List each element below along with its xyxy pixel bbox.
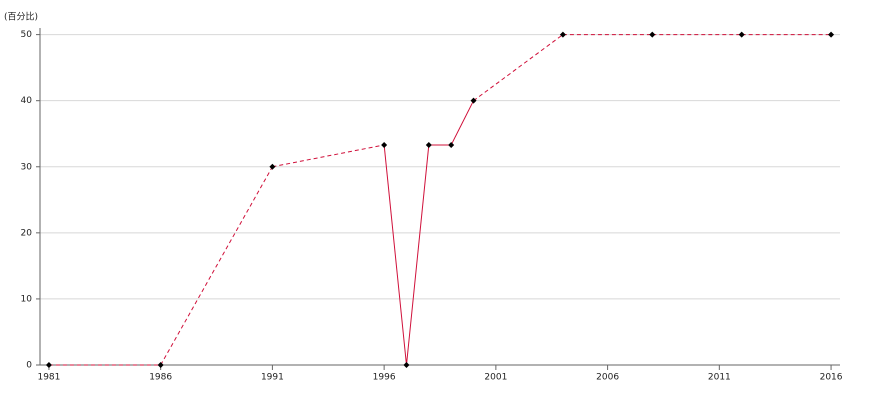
- x-tick-label: 1986: [149, 373, 172, 383]
- marker: [45, 362, 52, 368]
- marker: [269, 163, 276, 170]
- marker: [425, 141, 432, 148]
- x-tick-label: 2011: [708, 373, 731, 383]
- y-tick-label: 10: [21, 294, 33, 304]
- marker: [649, 31, 656, 38]
- marker: [403, 362, 410, 368]
- y-tick-label: 40: [21, 96, 33, 106]
- y-tick-label: 0: [26, 361, 32, 371]
- line-segment: [383, 144, 407, 366]
- marker: [470, 97, 477, 104]
- line-segment: [473, 34, 564, 102]
- line-segment: [272, 144, 385, 168]
- y-tick-label: 30: [21, 162, 33, 172]
- x-tick-label: 1996: [373, 373, 396, 383]
- x-tick-label: 2006: [596, 373, 619, 383]
- marker: [448, 141, 455, 148]
- line-segment: [405, 144, 430, 366]
- marker: [738, 31, 745, 38]
- x-tick-label: 1981: [37, 373, 60, 383]
- line-segment: [160, 166, 273, 366]
- marker: [559, 31, 566, 38]
- x-tick-label: 2001: [484, 373, 507, 383]
- marker: [381, 141, 388, 148]
- x-tick-label: 1991: [261, 373, 284, 383]
- x-tick-label: 2016: [820, 373, 843, 383]
- marker: [828, 31, 835, 38]
- y-tick-label: 50: [21, 30, 33, 40]
- line-segment: [450, 100, 474, 146]
- y-axis-label: (百分比): [4, 11, 38, 23]
- y-tick-label: 20: [21, 228, 33, 238]
- marker: [157, 362, 164, 368]
